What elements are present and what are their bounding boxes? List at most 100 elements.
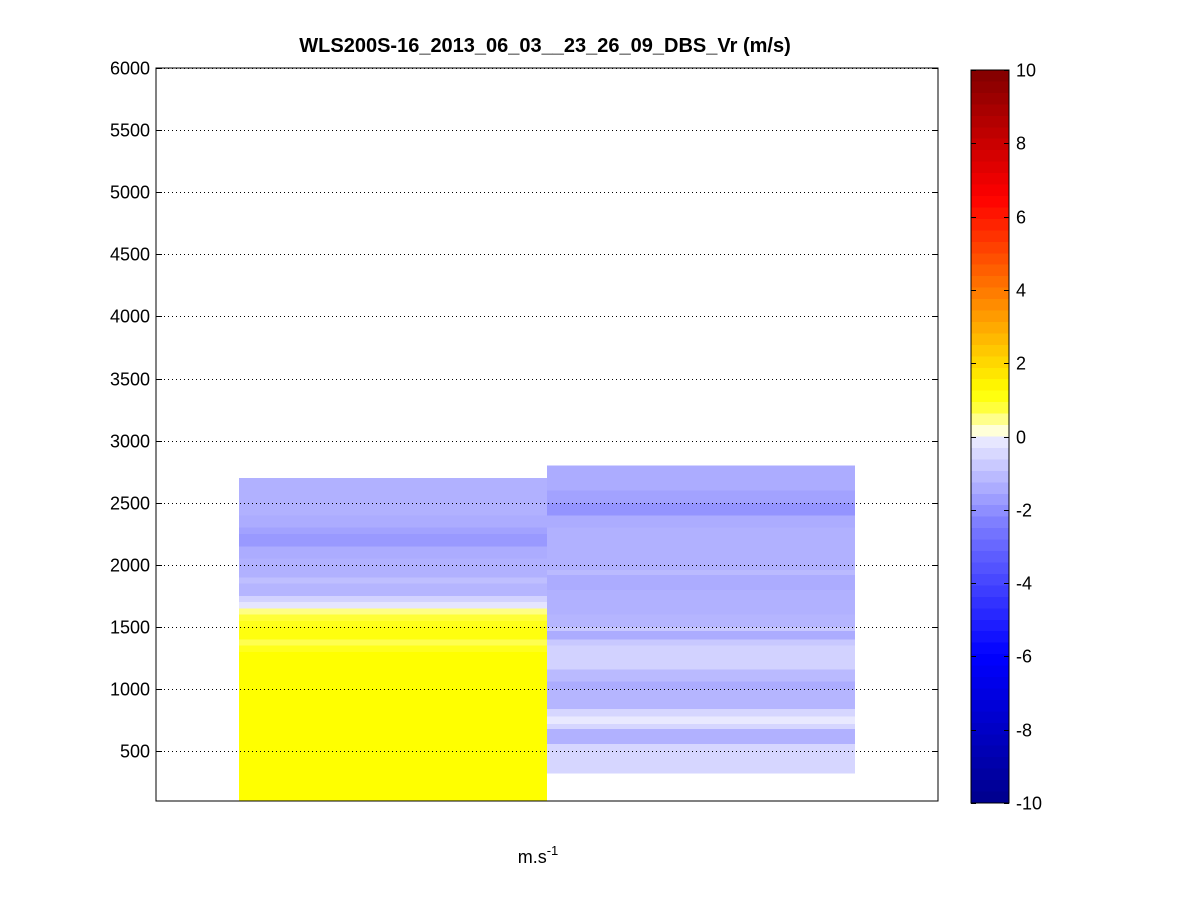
colorbar-segment (971, 253, 1009, 266)
colorbar-segment (971, 596, 1009, 609)
colorbar-segment (971, 734, 1009, 747)
heatmap-cell (239, 477, 547, 516)
colorbar-ticks: -10 -8 -6 -4 -2 0 2 4 6 8 10 (971, 61, 1042, 814)
colorbar-segment (971, 436, 1009, 449)
colorbar-segment (971, 791, 1009, 804)
colorbar-segment (971, 367, 1009, 380)
colorbar-segment (971, 299, 1009, 312)
heatmap-cell (547, 614, 855, 628)
heatmap-cells (239, 465, 855, 801)
colorbar-segment (971, 207, 1009, 220)
heatmap-cell (547, 569, 855, 575)
colorbar-segment (971, 356, 1009, 369)
heatmap-cell (547, 639, 855, 646)
colorbar-tick-label: -8 (1016, 721, 1032, 741)
heatmap-cell (547, 574, 855, 590)
colorbar-segment (971, 562, 1009, 575)
heatmap-cell (547, 728, 855, 744)
colorbar-segment (971, 92, 1009, 105)
colorbar-segment (971, 264, 1009, 277)
colorbar-segment (971, 528, 1009, 541)
y-tick-label: 1000 (110, 680, 150, 700)
colorbar-tick-label: -2 (1016, 501, 1032, 521)
colorbar-segment (971, 642, 1009, 655)
colorbar-tick-label: -6 (1016, 647, 1032, 667)
colorbar-tick-label: -4 (1016, 574, 1032, 594)
colorbar-segment (971, 425, 1009, 438)
heatmap-cell (239, 533, 547, 547)
colorbar-segment (971, 539, 1009, 552)
colorbar-segment (971, 321, 1009, 335)
colorbar-segment (971, 402, 1009, 415)
heatmap-cell (239, 602, 547, 609)
colorbar-segment (971, 459, 1009, 472)
heatmap-cell (239, 639, 547, 646)
colorbar-segment (971, 665, 1009, 678)
colorbar-segment (971, 619, 1009, 632)
heatmap-cell (239, 620, 547, 628)
colorbar-segment (971, 677, 1009, 690)
heatmap-cell (547, 465, 855, 491)
heatmap-cell (239, 608, 547, 615)
heatmap-cell (239, 651, 547, 801)
x-axis-label-text: m.s (518, 847, 547, 867)
heatmap-cell (547, 502, 855, 516)
heatmap-cell (239, 614, 547, 621)
colorbar-tick-label: 2 (1016, 354, 1026, 374)
heatmap-cell (547, 689, 855, 710)
heatmap-cell (547, 743, 855, 774)
colorbar-segment (971, 127, 1009, 140)
colorbar-segment (971, 173, 1009, 186)
heatmap-cell (547, 515, 855, 528)
heatmap-cell (547, 645, 855, 670)
colorbar-segment (971, 115, 1009, 128)
colorbar-tick-label: 8 (1016, 134, 1026, 154)
heatmap-cell (547, 669, 855, 682)
colorbar-segment (971, 310, 1009, 323)
colorbar-segment (971, 688, 1009, 701)
y-axis-ticks: 500 1000 1500 2000 2500 3000 3500 4000 4500 5000 5… (110, 59, 938, 762)
colorbar-segment (971, 711, 1009, 724)
colorbar-segment (971, 161, 1009, 174)
colorbar-segment (971, 344, 1009, 357)
colorbar-segment (971, 81, 1009, 94)
colorbar-segment (971, 195, 1009, 209)
x-axis-label: m.s-1 (518, 843, 559, 867)
colorbar-segment (971, 138, 1009, 151)
heatmap-cell (239, 583, 547, 597)
colorbar-tick-label: 6 (1016, 208, 1026, 228)
heatmap-cell (547, 681, 855, 690)
colorbar-segment (971, 333, 1009, 346)
colorbar-segment (971, 654, 1009, 667)
plot-frame (155, 67, 939, 802)
heatmap-cell (547, 709, 855, 717)
colorbar-segment (971, 241, 1009, 254)
colorbar (970, 69, 1010, 804)
y-tick-label: 5500 (110, 121, 150, 141)
heatmap-cell (239, 627, 547, 640)
colorbar-segment (971, 287, 1009, 300)
colorbar-tick-label: 4 (1016, 281, 1026, 301)
heatmap-cell (239, 577, 547, 584)
heatmap-cell (239, 645, 547, 652)
heatmap-cell (547, 527, 855, 570)
heatmap-cell (239, 515, 547, 528)
y-tick-label: 2500 (110, 494, 150, 514)
heatmap-cell (547, 716, 855, 724)
y-tick-label: 4000 (110, 307, 150, 327)
heatmap-cell (239, 558, 547, 578)
colorbar-segment (971, 70, 1009, 83)
chart-title: WLS200S-16_2013_06_03__23_26_09_DBS_Vr (… (299, 35, 790, 57)
colorbar-segment (971, 493, 1009, 506)
colorbar-frame (970, 69, 1010, 804)
y-tick-label: 1500 (110, 618, 150, 638)
heatmap-cell (547, 723, 855, 729)
heatmap-cell (239, 527, 547, 534)
colorbar-segment (971, 276, 1009, 289)
colorbar-segment (971, 482, 1009, 495)
y-tick-label: 6000 (110, 59, 150, 79)
colorbar-segment (971, 780, 1009, 793)
colorbar-tick-label: -10 (1016, 794, 1042, 814)
